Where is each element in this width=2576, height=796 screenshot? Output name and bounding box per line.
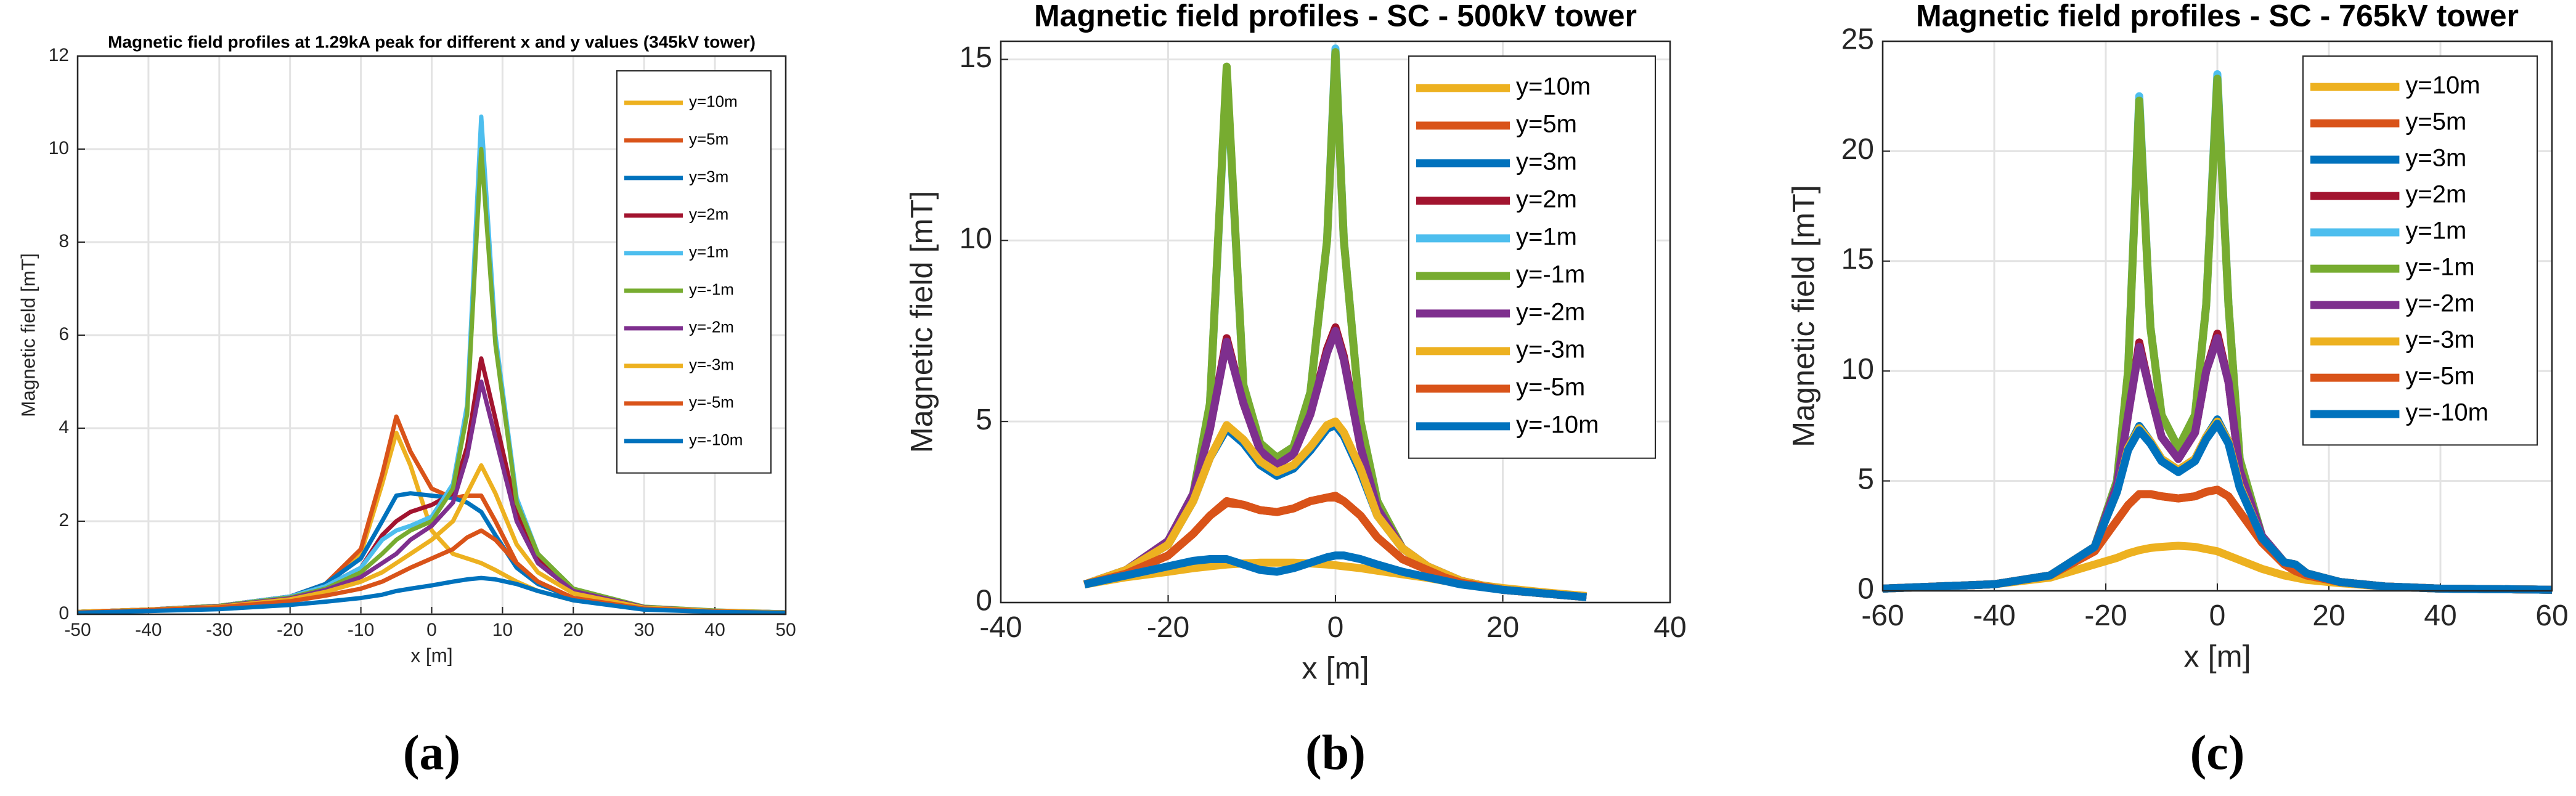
series-line bbox=[1083, 551, 1587, 601]
caption: (c) bbox=[2190, 726, 2245, 780]
legend-label: y=-2m bbox=[689, 318, 734, 336]
legend-label: y=-1m bbox=[2405, 254, 2474, 281]
x-tick-label: -40 bbox=[135, 620, 161, 640]
legend-label: y=10m bbox=[2405, 72, 2480, 99]
x-axis-label: x [m] bbox=[410, 644, 452, 666]
series-line bbox=[77, 528, 786, 615]
legend-label: y=1m bbox=[689, 243, 728, 261]
subplot: -50 -40 -30 -20 -10 0 10 20 30 40 50 0 2 4 6 8 10 12 Magne… bbox=[17, 32, 796, 780]
legend-label: y=10m bbox=[689, 92, 738, 111]
y-tick-label: 0 bbox=[976, 585, 992, 617]
subplot: -40 -20 0 20 40 0 5 10 15 Magnetic field profiles… bbox=[904, 0, 1687, 780]
legend-label: y=10m bbox=[1516, 73, 1591, 100]
series-line bbox=[77, 463, 786, 615]
y-tick-label: 15 bbox=[1841, 243, 1874, 275]
legend-box bbox=[616, 70, 772, 474]
x-tick-label: -40 bbox=[979, 611, 1022, 644]
y-tick-label: 5 bbox=[1857, 463, 1874, 495]
caption: (a) bbox=[403, 726, 460, 780]
x-tick-label: -60 bbox=[1861, 599, 1904, 632]
y-tick-label: 10 bbox=[1841, 353, 1874, 386]
y-tick-label: 5 bbox=[976, 404, 992, 436]
legend-label: y=1m bbox=[1516, 223, 1577, 250]
x-axis-label: x [m] bbox=[1302, 651, 1369, 686]
y-tick-label: 0 bbox=[59, 603, 69, 623]
legend-label: y=2m bbox=[689, 205, 728, 224]
y-tick-label: 6 bbox=[59, 324, 69, 344]
y-tick-label: 25 bbox=[1841, 23, 1874, 56]
y-tick-label: 20 bbox=[1841, 133, 1874, 166]
legend-label: y=-1m bbox=[1516, 261, 1585, 288]
legend-label: y=-5m bbox=[2405, 363, 2474, 390]
x-tick-label: -40 bbox=[1973, 599, 2015, 632]
legend-label: y=-3m bbox=[2405, 327, 2474, 354]
series-line bbox=[1882, 420, 2553, 594]
x-tick-label: -10 bbox=[348, 620, 374, 640]
legend-label: y=-10m bbox=[689, 431, 743, 449]
legend-label: y=-5m bbox=[1516, 373, 1585, 400]
y-axis-label: Magnetic field [mT] bbox=[1786, 185, 1821, 447]
x-tick-label: -50 bbox=[64, 620, 91, 640]
x-tick-label: 40 bbox=[2424, 599, 2456, 632]
legend-label: y=3m bbox=[2405, 145, 2466, 172]
y-tick-label: 0 bbox=[1857, 573, 1874, 606]
legend-label: y=-3m bbox=[1516, 336, 1585, 363]
y-tick-label: 15 bbox=[960, 41, 992, 74]
legend-label: y=3m bbox=[1516, 148, 1577, 175]
y-axis-label: Magnetic field [mT] bbox=[17, 253, 39, 417]
chart-title: Magnetic field profiles - SC - 500kV tow… bbox=[1034, 0, 1637, 33]
legend-label: y=-5m bbox=[689, 393, 734, 412]
caption: (b) bbox=[1305, 726, 1366, 780]
legend-label: y=2m bbox=[1516, 185, 1577, 213]
x-tick-label: 10 bbox=[492, 620, 513, 640]
x-tick-label: 0 bbox=[2209, 599, 2226, 632]
legend-label: y=-3m bbox=[689, 355, 734, 374]
legend-label: y=5m bbox=[1516, 110, 1577, 137]
y-tick-label: 8 bbox=[59, 231, 69, 251]
y-axis-label: Magnetic field [mT] bbox=[904, 191, 939, 453]
x-tick-label: 40 bbox=[704, 620, 725, 640]
x-tick-label: 20 bbox=[563, 620, 584, 640]
x-tick-label: 30 bbox=[634, 620, 654, 640]
legend-label: y=-1m bbox=[689, 280, 734, 299]
legend-label: y=-10m bbox=[2405, 399, 2488, 426]
x-tick-label: -20 bbox=[1147, 611, 1189, 644]
legend-label: y=5m bbox=[689, 130, 728, 148]
legend-label: y=1m bbox=[2405, 217, 2466, 245]
x-tick-label: -30 bbox=[206, 620, 232, 640]
legend-label: y=5m bbox=[2405, 108, 2466, 136]
axes-box bbox=[1000, 40, 1671, 604]
y-tick-label: 10 bbox=[49, 138, 69, 158]
y-tick-label: 10 bbox=[960, 222, 992, 255]
subplot: -60 -40 -20 0 20 40 60 0 5 10 15 20 25 Magnetic field… bbox=[1786, 0, 2569, 780]
legend-label: y=-2m bbox=[2405, 290, 2474, 317]
y-tick-label: 2 bbox=[59, 510, 69, 530]
legend-label: y=2m bbox=[2405, 181, 2466, 208]
chart-title: Magnetic field profiles - SC - 765kV tow… bbox=[1916, 0, 2519, 33]
x-tick-label: -20 bbox=[2084, 599, 2127, 632]
x-tick-label: 50 bbox=[775, 620, 796, 640]
y-tick-label: 4 bbox=[59, 417, 69, 437]
x-tick-label: 60 bbox=[2535, 599, 2568, 632]
chart-title: Magnetic field profiles at 1.29kA peak f… bbox=[108, 32, 756, 51]
legend-label: y=-2m bbox=[1516, 298, 1585, 325]
x-tick-label: 0 bbox=[1327, 611, 1344, 644]
legend-label: y=-10m bbox=[1516, 411, 1599, 438]
x-tick-label: 20 bbox=[2312, 599, 2345, 632]
x-tick-label: 20 bbox=[1486, 611, 1519, 644]
y-tick-label: 12 bbox=[49, 45, 69, 65]
x-tick-label: -20 bbox=[277, 620, 303, 640]
x-axis-label: x [m] bbox=[2183, 639, 2251, 674]
axes-box bbox=[1881, 40, 2553, 592]
axes-box bbox=[76, 55, 787, 615]
legend-label: y=3m bbox=[689, 168, 728, 186]
series-line bbox=[77, 575, 786, 615]
x-tick-label: 40 bbox=[1653, 611, 1686, 644]
x-tick-label: 0 bbox=[426, 620, 437, 640]
